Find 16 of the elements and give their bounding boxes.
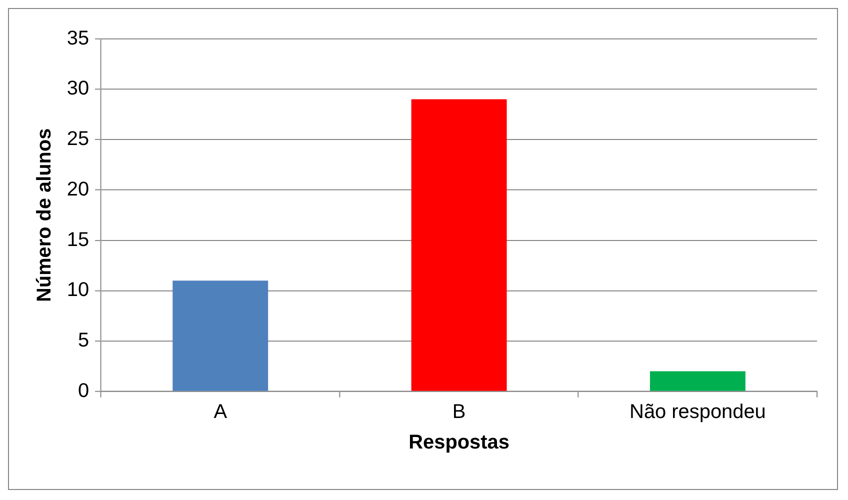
x-tick-label: Não respondeu (630, 400, 766, 423)
y-tick-label: 35 (66, 27, 90, 50)
bar (172, 280, 268, 391)
y-tick-label: 30 (66, 78, 90, 100)
bar (411, 99, 507, 391)
x-tick-label: B (452, 400, 466, 423)
y-tick-label: 5 (78, 330, 90, 352)
y-tick-label: 0 (78, 380, 90, 402)
y-axis-title: Número de alunos (33, 128, 56, 302)
y-tick-label: 15 (66, 228, 90, 251)
y-tick-label: 10 (66, 279, 90, 302)
x-axis-title: Respostas (408, 432, 510, 454)
x-tick-label: A (214, 400, 228, 423)
bar (650, 371, 746, 391)
y-tick-label: 25 (66, 128, 90, 150)
y-tick-label: 20 (66, 178, 90, 200)
